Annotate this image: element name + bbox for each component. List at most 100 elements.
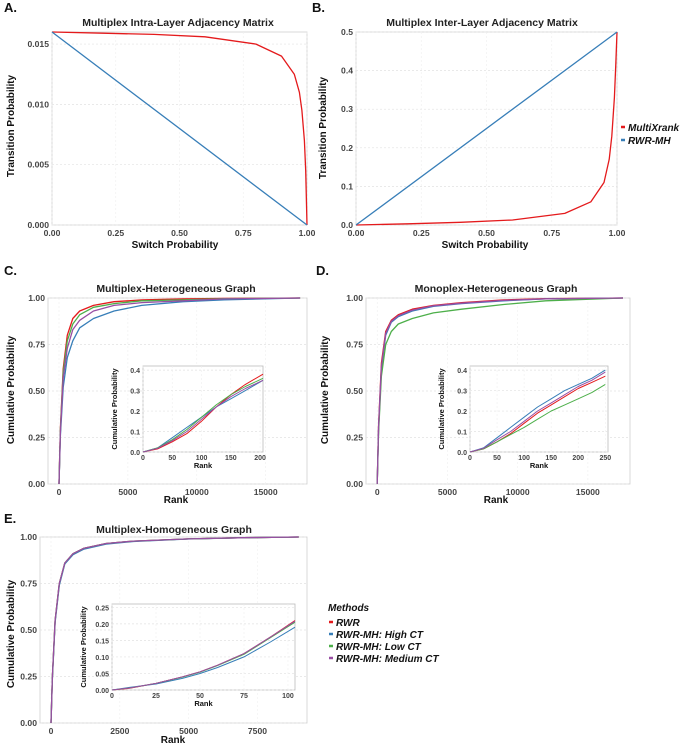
x-tick-label-e-inset: 50	[196, 693, 204, 700]
series-line-c-rwr-mh-medium-ct	[58, 297, 301, 485]
y-tick-label-d: 0.25	[346, 433, 363, 443]
y-tick-label-c-inset: 0.3	[130, 389, 140, 396]
y-axis-label-b: Transition Probability	[318, 76, 329, 179]
x-tick-label-e: 5000	[179, 726, 198, 736]
panel-title-a: Multiplex Intra-Layer Adjacency Matrix	[82, 17, 274, 29]
y-tick-label-e: 0.50	[20, 625, 37, 635]
legend-label-rwr-mh: RWR-MH	[628, 136, 671, 147]
x-tick-label-b: 0.00	[348, 228, 365, 238]
x-tick-label-d-inset: 0	[468, 455, 472, 462]
y-tick-label-e-inset: 0.15	[95, 638, 109, 645]
x-tick-label-e-inset: 75	[240, 693, 248, 700]
y-tick-label-a: 0.010	[27, 99, 49, 109]
x-axis-label-b: Switch Probability	[442, 240, 529, 251]
y-tick-label-b: 0.4	[341, 66, 353, 76]
series-line-b-rwr-mh	[355, 31, 618, 226]
y-tick-label-c-inset: 0.1	[130, 430, 140, 437]
panel-letter-a: A.	[4, 0, 17, 15]
y-tick-label-b: 0.5	[341, 27, 353, 37]
y-tick-label-d: 1.00	[346, 293, 363, 303]
inset-y-axis-label-d-inset: Cumulative Probability	[437, 368, 446, 450]
y-axis-label-a: Transition Probability	[6, 74, 17, 177]
y-tick-label-d: 0.75	[346, 340, 363, 350]
series-line-c-inset-rwr-mh-medium-ct	[142, 379, 264, 453]
plot-area-c: 0.000.250.500.751.000 5000 10000 150000.00.…	[28, 293, 308, 497]
y-tick-label-d-inset: 0.3	[457, 389, 467, 396]
x-tick-label-e: 0	[49, 726, 54, 736]
x-axis-label-d: Rank	[484, 495, 509, 506]
y-tick-label-e-inset: 0.10	[95, 655, 109, 662]
y-tick-label-a: 0.015	[27, 39, 49, 49]
x-axis-label-a: Switch Probability	[132, 240, 219, 251]
x-tick-label-a: 0.50	[171, 228, 188, 238]
y-tick-label-d-inset: 0.1	[457, 430, 467, 437]
panel-title-e: Multiplex-Homogeneous Graph	[96, 524, 252, 536]
y-axis-label-d: Cumulative Probability	[320, 335, 331, 444]
inset-plot-c: 0.0 0.1 0.2 0.3 0.4 0 50 100 150 200 Rank Cumulativ…	[110, 365, 266, 470]
y-tick-label-b: 0.3	[341, 104, 353, 114]
panel-d: D. Monoplex-Heterogeneous Graph Rank Cum…	[316, 263, 631, 506]
legend-label-high-ct: RWR-MH: High CT	[336, 630, 424, 641]
y-tick-label-e: 0.75	[20, 579, 37, 589]
inset-x-axis-label-d-inset: Rank	[530, 461, 549, 470]
y-tick-label-d-inset: 0.0	[457, 450, 467, 457]
plot-area-a: 0.000 0.005 0.010 0.015 0.00 0.25 0.50 0.75 1.00	[27, 31, 316, 238]
y-tick-label-c: 0.00	[28, 479, 45, 489]
y-tick-label-e-inset: 0.20	[95, 622, 109, 629]
y-tick-label-c-inset: 0.2	[130, 409, 140, 416]
y-tick-label-c-inset: 0.4	[130, 368, 140, 375]
x-tick-label-e-inset: 100	[282, 693, 294, 700]
series-line-d-inset-rwr-mh-medium-ct	[469, 371, 606, 453]
x-axis-label-c: Rank	[164, 495, 189, 506]
series-line-d-inset-rwr-mh-high-ct	[469, 369, 606, 453]
inset-x-axis-label-e-inset: Rank	[194, 699, 213, 708]
x-tick-label-b: 0.75	[543, 228, 560, 238]
x-tick-label-c-inset: 50	[168, 455, 176, 462]
y-tick-label-b: 0.1	[341, 181, 353, 191]
y-tick-label-c-inset: 0.0	[130, 450, 140, 457]
legend-top: MultiXrank RWR-MH	[621, 123, 680, 147]
inset-frame-d-inset	[469, 365, 609, 453]
legend-label-multixrank: MultiXrank	[628, 123, 680, 134]
panel-title-d: Monoplex-Heterogeneous Graph	[415, 283, 578, 295]
x-tick-label-d: 15000	[576, 487, 600, 497]
y-tick-label-b: 0.2	[341, 143, 353, 153]
x-tick-label-e-inset: 0	[110, 693, 114, 700]
plot-area-d: 0.000.250.500.751.000 5000 10000 150000.00.…	[346, 293, 631, 497]
y-tick-label-a: 0.000	[27, 220, 49, 230]
x-axis-label-e: Rank	[161, 735, 186, 746]
series-line-b-multixrank	[355, 31, 618, 226]
plot-area-b: 0.0 0.1 0.2 0.3 0.4 0.5 0.00 0.25 0.50 0.75 1.00	[341, 27, 626, 238]
plot-area-e: 0.000.250.500.751.000 2500 5000 75000.000.0…	[20, 532, 308, 736]
panel-letter-b: B.	[312, 0, 325, 15]
x-tick-label-d-inset: 250	[599, 455, 611, 462]
x-tick-label-a: 0.75	[235, 228, 252, 238]
x-tick-label-d: 0	[375, 487, 380, 497]
y-axis-label-e: Cumulative Probability	[6, 579, 17, 688]
inset-y-axis-label-c-inset: Cumulative Probability	[110, 368, 119, 450]
panel-letter-c: C.	[4, 263, 17, 278]
x-tick-label-c: 0	[57, 487, 62, 497]
x-tick-label-c-inset: 150	[225, 455, 237, 462]
panel-c: C. Multiplex-Heterogeneous Graph Rank Cu…	[4, 263, 308, 506]
x-tick-label-d: 5000	[438, 487, 457, 497]
panel-b: B. Multiplex Inter-Layer Adjacency Matri…	[312, 0, 626, 251]
series-line-c-inset-rwr	[142, 373, 264, 453]
y-tick-label-e-inset: 0.00	[95, 688, 109, 695]
x-tick-label-c-inset: 100	[196, 455, 208, 462]
y-tick-label-b: 0.0	[341, 220, 353, 230]
x-tick-label-d: 10000	[506, 487, 530, 497]
series-line-a-multixrank	[51, 31, 308, 226]
inset-frame-e-inset	[111, 603, 296, 691]
x-tick-label-a: 0.00	[44, 228, 61, 238]
panel-letter-e: E.	[4, 511, 16, 526]
y-tick-label-d-inset: 0.4	[457, 368, 467, 375]
y-tick-label-e-inset: 0.05	[95, 671, 109, 678]
inset-y-axis-label-e-inset: Cumulative Probability	[79, 606, 88, 688]
y-tick-label-e: 0.25	[20, 672, 37, 682]
y-tick-label-d-inset: 0.2	[457, 409, 467, 416]
inset-x-axis-label-c-inset: Rank	[194, 461, 213, 470]
x-tick-label-a: 1.00	[299, 228, 316, 238]
series-line-e-inset-rwr-mh-medium-ct	[111, 620, 296, 691]
